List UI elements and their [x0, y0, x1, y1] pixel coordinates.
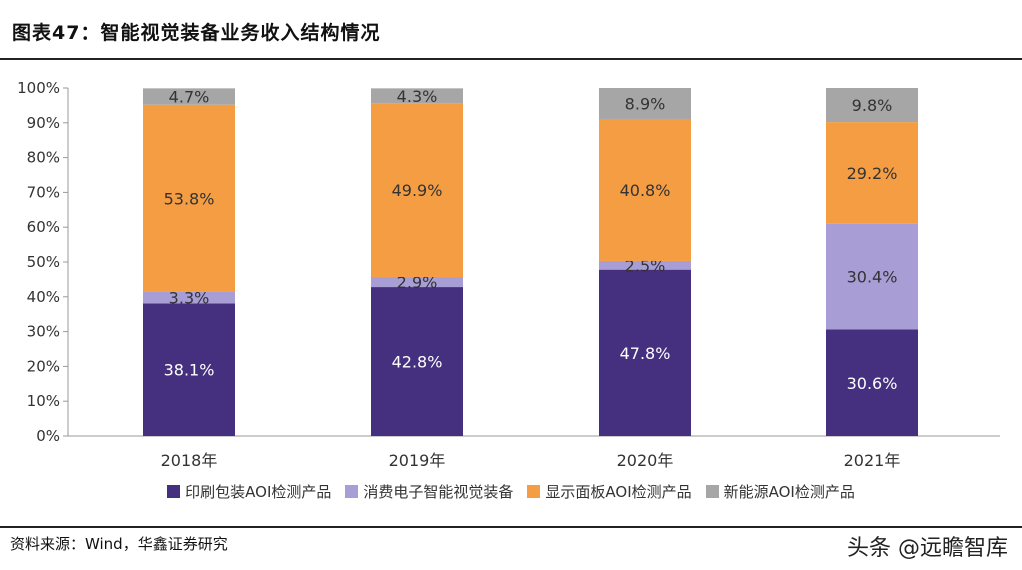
legend: 印刷包装AOI检测产品 消费电子智能视觉装备 显示面板AOI检测产品 新能源AOI检测… [0, 481, 1022, 502]
y-tick-label: 80% [27, 149, 60, 167]
y-tick-label: 20% [27, 357, 60, 375]
x-tick-label: 2021年 [844, 451, 901, 470]
data-label: 2.9% [397, 273, 438, 292]
bottom-divider [0, 526, 1022, 528]
source-note: 资料来源：Wind，华鑫证券研究 [10, 535, 228, 553]
legend-label: 新能源AOI检测产品 [723, 483, 855, 501]
data-label: 2.5% [625, 256, 666, 275]
bar-segment [143, 303, 235, 436]
data-label: 53.8% [164, 189, 215, 208]
data-label: 30.6% [847, 374, 898, 393]
bar-segment [143, 88, 235, 105]
legend-item: 消费电子智能视觉装备 [345, 481, 513, 502]
data-label: 8.9% [625, 94, 666, 113]
chart-title: 图表47：智能视觉装备业务收入结构情况 [12, 22, 381, 44]
bar-segment [143, 291, 235, 304]
y-tick-label: 90% [27, 114, 60, 132]
data-label: 30.4% [847, 268, 898, 287]
legend-swatch [345, 485, 359, 498]
stacked-bar-chart: 0% 10% 20% 30% 40% 50% 60% 70% 80% 90% 100% 2018年 38… [17, 79, 1000, 470]
bar-segment [826, 329, 918, 436]
data-label: 40.8% [620, 181, 671, 200]
legend-label: 消费电子智能视觉装备 [363, 483, 514, 501]
bar-segment [143, 104, 235, 292]
bar-segment [599, 118, 691, 261]
bar-segment [371, 276, 463, 288]
data-label: 3.3% [169, 289, 210, 308]
bar-segment [599, 88, 691, 119]
watermark: 头条 @远瞻智库 [847, 536, 1008, 561]
bar-segment [371, 103, 463, 277]
data-label: 47.8% [620, 344, 671, 363]
data-label: 42.8% [392, 353, 443, 372]
legend-label: 显示面板AOI检测产品 [545, 483, 692, 501]
y-tick-label: 10% [27, 392, 60, 410]
legend-item: 显示面板AOI检测产品 [527, 481, 692, 502]
legend-swatch [167, 485, 181, 498]
bar-segment [826, 88, 918, 123]
legend-item: 印刷包装AOI检测产品 [167, 481, 331, 502]
x-tick-label: 2019年 [389, 451, 446, 470]
bar-segment [371, 287, 463, 436]
x-tick-label: 2020年 [617, 451, 674, 470]
bar-segment [599, 260, 691, 270]
y-tick-label: 40% [27, 288, 60, 306]
y-tick-label: 60% [27, 218, 60, 236]
y-tick-label: 50% [27, 253, 60, 271]
data-label: 4.3% [397, 87, 438, 106]
data-label: 4.7% [169, 88, 210, 107]
bar-segment [826, 223, 918, 330]
bar-segment [826, 122, 918, 224]
bar-segment [599, 269, 691, 436]
y-tick-label: 70% [27, 183, 60, 201]
legend-swatch [705, 485, 719, 498]
data-label: 38.1% [164, 361, 215, 380]
legend-label: 印刷包装AOI检测产品 [185, 483, 332, 501]
data-label: 29.2% [847, 164, 898, 183]
legend-swatch [527, 485, 541, 498]
data-label: 9.8% [852, 96, 893, 115]
top-divider [0, 58, 1022, 60]
data-label: 49.9% [392, 181, 443, 200]
bar-segment [371, 88, 463, 104]
y-tick-label: 100% [17, 79, 60, 97]
y-tick-label: 30% [27, 323, 60, 341]
x-tick-label: 2018年 [161, 451, 218, 470]
legend-item: 新能源AOI检测产品 [705, 481, 855, 502]
y-tick-label: 0% [36, 427, 60, 445]
